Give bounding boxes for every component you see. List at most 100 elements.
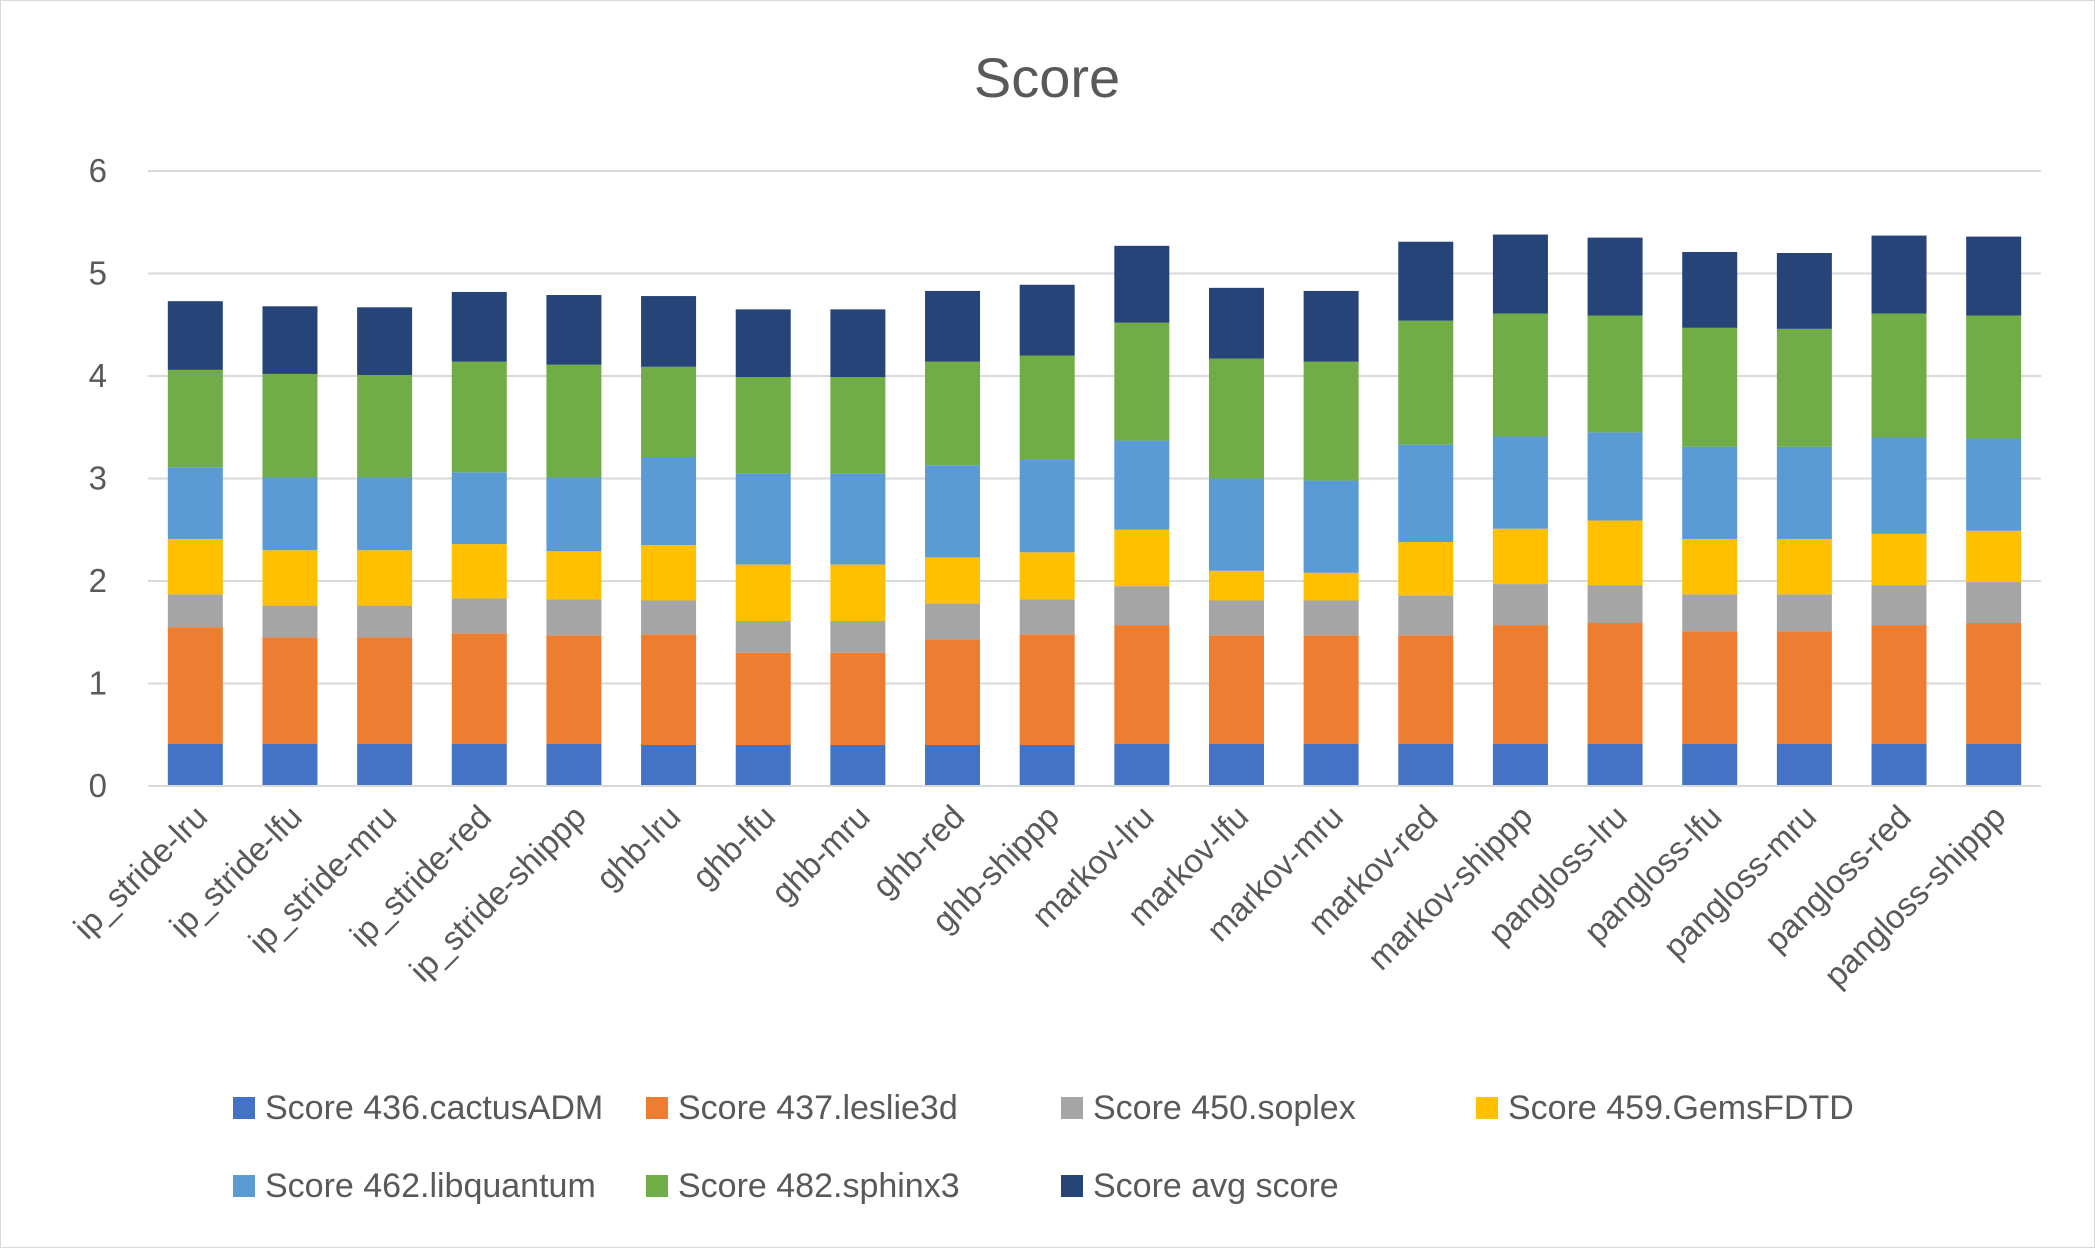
- bar-stack: [1303, 290, 1359, 786]
- bar-segment: [167, 467, 223, 539]
- legend-swatch: [1061, 1175, 1083, 1197]
- bar-segment: [262, 743, 318, 786]
- bar-segment: [925, 361, 981, 466]
- bar-segment: [1776, 631, 1832, 744]
- y-axis-ticks: 0 1 2 3 4 5 6: [89, 152, 107, 804]
- bar-segment: [830, 745, 886, 786]
- bar-stack: [1966, 236, 2022, 786]
- legend-item: Score avg score: [1061, 1167, 1339, 1205]
- bar-segment: [1303, 635, 1359, 744]
- bar-segment: [1682, 251, 1738, 328]
- bar-segment: [925, 557, 981, 604]
- bar-segment: [1682, 446, 1738, 539]
- bar-stack: [262, 306, 318, 786]
- bar-segment: [1682, 743, 1738, 786]
- bar-segment: [1966, 530, 2022, 583]
- bar-stack: [1398, 241, 1454, 786]
- bar-stack: [1492, 234, 1548, 786]
- bar-stack: [641, 296, 697, 786]
- bar-segment: [1682, 327, 1738, 447]
- legend-item: Score 462.libquantum: [233, 1167, 596, 1205]
- bar-segment: [1398, 320, 1454, 445]
- bar-segment: [1398, 241, 1454, 321]
- bar-segment: [262, 605, 318, 638]
- bar-segment: [1776, 538, 1832, 595]
- bar-segment: [1492, 528, 1548, 585]
- bar-segment: [1019, 599, 1075, 635]
- bar-segment: [925, 745, 981, 786]
- bar-segment: [641, 456, 697, 546]
- bar-segment: [451, 361, 507, 473]
- bar-segment: [830, 377, 886, 474]
- legend-label: Score 482.sphinx3: [678, 1167, 960, 1205]
- bar-segment: [546, 477, 602, 552]
- bar-segment: [1398, 743, 1454, 786]
- bar-segment: [1208, 600, 1264, 636]
- bar-segment: [641, 634, 697, 745]
- bar-segment: [735, 473, 791, 565]
- bar-segment: [1019, 460, 1075, 553]
- legend-label: Score 450.soplex: [1093, 1089, 1356, 1127]
- bar-segment: [1114, 529, 1170, 587]
- bar-segment: [925, 465, 981, 558]
- bar-segment: [1871, 743, 1927, 786]
- bar-segment: [1966, 315, 2022, 439]
- bars: [167, 234, 2022, 786]
- bar-segment: [1492, 436, 1548, 529]
- bar-segment: [1682, 538, 1738, 595]
- bar-segment: [1871, 235, 1927, 314]
- bar-segment: [1114, 743, 1170, 786]
- bar-segment: [1587, 623, 1643, 744]
- bar-stack: [1682, 251, 1738, 786]
- bar-segment: [1587, 237, 1643, 316]
- bar-stack: [1587, 237, 1643, 786]
- bar-segment: [641, 296, 697, 367]
- bar-segment: [735, 377, 791, 474]
- legend-label: Score 436.cactusADM: [265, 1089, 603, 1127]
- bar-segment: [1492, 313, 1548, 437]
- bar-segment: [357, 550, 413, 606]
- bar-segment: [451, 743, 507, 786]
- bar-segment: [357, 307, 413, 375]
- x-tick-label: markov-shippp: [1360, 798, 1539, 977]
- bar-segment: [1019, 284, 1075, 356]
- bar-segment: [641, 745, 697, 786]
- bar-segment: [1682, 631, 1738, 744]
- bar-segment: [1208, 358, 1264, 479]
- bar-segment: [1492, 234, 1548, 314]
- gridlines: [148, 170, 2041, 685]
- x-tick-label: ghb-lru: [589, 798, 688, 897]
- bar-segment: [1114, 322, 1170, 441]
- bar-segment: [1303, 600, 1359, 636]
- bar-segment: [1398, 444, 1454, 543]
- bar-segment: [1587, 585, 1643, 624]
- bar-segment: [925, 639, 981, 745]
- bar-segment: [1587, 520, 1643, 586]
- bar-segment: [1966, 743, 2022, 786]
- bar-stack: [1114, 245, 1170, 786]
- bar-segment: [830, 564, 886, 621]
- bar-segment: [735, 309, 791, 378]
- bar-segment: [1208, 570, 1264, 601]
- bar-segment: [1303, 290, 1359, 362]
- bar-segment: [357, 637, 413, 744]
- bar-segment: [1303, 743, 1359, 786]
- chart-title: Score: [974, 46, 1120, 109]
- bar-segment: [1966, 582, 2022, 624]
- bar-segment: [1398, 635, 1454, 744]
- bar-segment: [1871, 533, 1927, 586]
- bar-segment: [1114, 440, 1170, 530]
- bar-stack: [167, 301, 223, 786]
- bar-segment: [451, 291, 507, 362]
- bar-segment: [1114, 625, 1170, 744]
- x-axis-ticks: ip_stride-lruip_stride-lfuip_stride-mrui…: [66, 798, 2012, 994]
- legend-label: Score avg score: [1093, 1167, 1339, 1205]
- bar-segment: [451, 598, 507, 634]
- bar-segment: [1871, 625, 1927, 744]
- bar-segment: [1587, 315, 1643, 433]
- bar-segment: [1303, 480, 1359, 573]
- bar-segment: [830, 652, 886, 745]
- legend-swatch: [1476, 1097, 1498, 1119]
- bar-segment: [1114, 586, 1170, 626]
